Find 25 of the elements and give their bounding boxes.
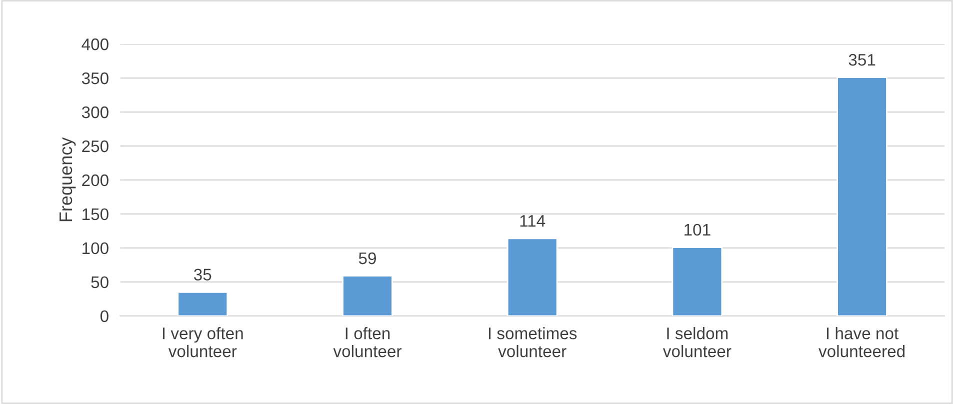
x-tick-label: I often volunteer: [333, 327, 402, 358]
bar: [672, 246, 723, 316]
y-tick-label: 150: [82, 208, 108, 220]
y-tick-label: 200: [82, 174, 108, 186]
y-tick-label: 350: [82, 72, 108, 84]
data-label: 35: [194, 268, 212, 281]
y-tick-label: 100: [82, 242, 108, 254]
bar: [506, 238, 558, 316]
bar: [836, 76, 888, 316]
data-label: 101: [684, 224, 710, 236]
data-label: 351: [848, 54, 876, 66]
data-label: 59: [358, 252, 376, 264]
data-label: 114: [520, 215, 546, 227]
x-tick-label: I very often volunteer: [162, 327, 243, 358]
bar: [342, 275, 393, 316]
y-tick-label: 250: [82, 140, 108, 152]
bar: [177, 291, 228, 316]
y-tick-label: 400: [82, 38, 108, 50]
x-tick-label: I sometimes volunteer: [488, 327, 577, 358]
y-axis-title: Frequency: [60, 137, 76, 222]
y-tick-label: 0: [100, 310, 108, 322]
x-tick-label: I have not volunteered: [818, 327, 905, 358]
x-tick-label: I seldom volunteer: [662, 327, 732, 358]
y-tick-label: 300: [82, 106, 108, 118]
y-tick-label: 50: [91, 276, 108, 288]
